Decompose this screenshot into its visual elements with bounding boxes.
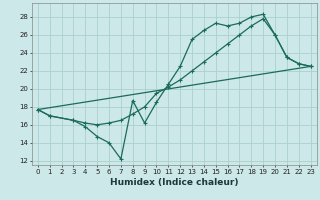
X-axis label: Humidex (Indice chaleur): Humidex (Indice chaleur) — [110, 178, 238, 187]
